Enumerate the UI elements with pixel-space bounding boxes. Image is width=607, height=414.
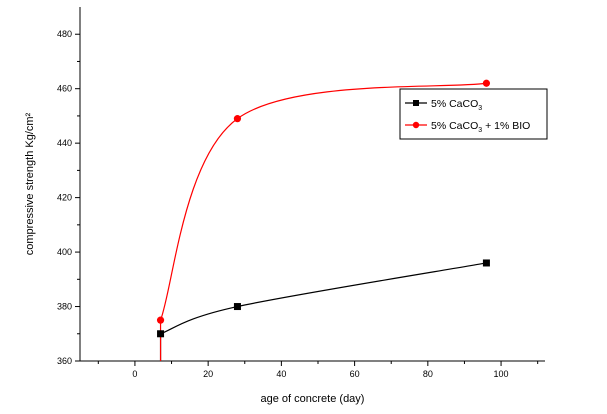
- y-tick-label: 460: [57, 84, 72, 94]
- x-tick-label: 40: [276, 369, 286, 379]
- x-tick-label: 100: [494, 369, 509, 379]
- data-point: [482, 259, 490, 267]
- legend-box: [399, 88, 548, 140]
- data-point: [233, 303, 241, 311]
- x-tick-label: 20: [203, 369, 213, 379]
- data-point: [233, 115, 242, 123]
- y-tick-label: 360: [57, 356, 72, 366]
- x-axis-title: age of concrete (day): [261, 393, 365, 405]
- data-point: [156, 316, 165, 324]
- y-axis-title: compressive strength Kg/cm²: [24, 112, 36, 255]
- axes: 0 20 40 60 80 100 360 380 400 420 440 460 480: [57, 7, 545, 379]
- series-markers: [156, 79, 491, 338]
- y-tick-label: 400: [57, 247, 72, 257]
- series-line-1: [160, 262, 487, 335]
- x-tick-label: 60: [350, 369, 360, 379]
- y-tick-label: 380: [57, 302, 72, 312]
- legend-marker-2: [412, 121, 420, 129]
- y-tick-label: 440: [57, 138, 72, 148]
- y-tick-label: 420: [57, 193, 72, 203]
- x-tick-label: 80: [423, 369, 433, 379]
- legend: 5% CaCO3 5% CaCO3 + 1% BIO: [399, 88, 548, 140]
- y-tick-label: 480: [57, 29, 72, 39]
- legend-label-1: 5% CaCO3: [431, 98, 482, 112]
- x-tick-label: 0: [132, 369, 137, 379]
- legend-marker-1: [413, 100, 419, 106]
- legend-label-2: 5% CaCO3 + 1% BIO: [431, 120, 530, 134]
- data-point: [482, 79, 491, 87]
- data-point: [157, 330, 165, 338]
